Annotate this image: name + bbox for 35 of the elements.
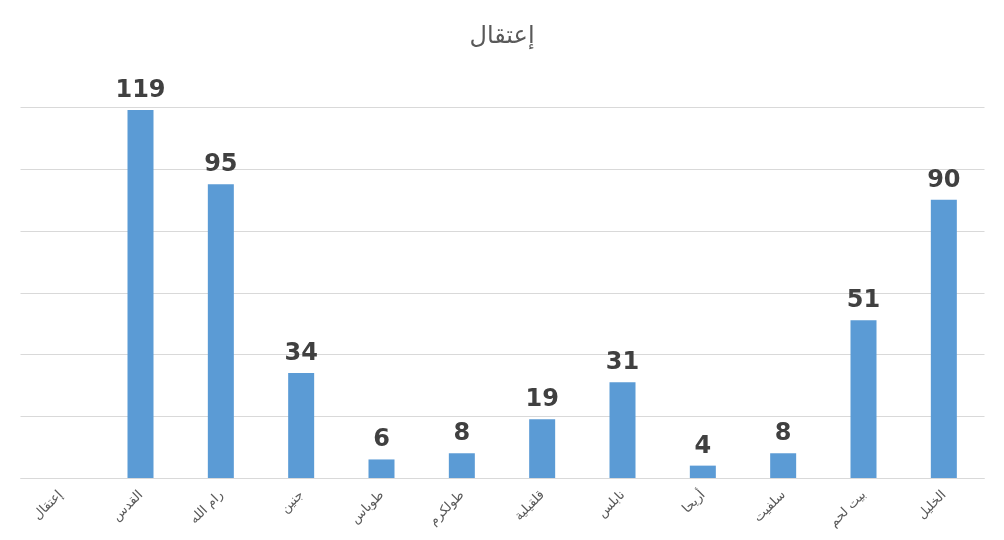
bar bbox=[207, 184, 234, 478]
bar bbox=[930, 199, 957, 478]
x-tick-label: رام الله bbox=[186, 486, 227, 528]
data-label: 90 bbox=[927, 164, 961, 193]
bar bbox=[448, 453, 475, 478]
bar bbox=[689, 465, 716, 478]
x-tick-label: بيت لحم bbox=[825, 486, 870, 531]
x-tick-label: طوباس bbox=[347, 486, 388, 527]
x-tick-label: القدس bbox=[108, 486, 147, 525]
x-tick-label: إعتقال bbox=[29, 486, 66, 523]
x-tick-label: الخليل bbox=[914, 486, 949, 522]
x-tick-label: قلقيلية bbox=[510, 486, 548, 524]
x-tick-label: جنين bbox=[277, 486, 307, 517]
bar bbox=[609, 382, 636, 478]
data-label: 6 bbox=[373, 424, 390, 453]
data-label: 8 bbox=[774, 418, 792, 447]
bar bbox=[850, 320, 877, 478]
data-label: 19 bbox=[525, 384, 559, 413]
chart-title: إعتقال bbox=[469, 21, 535, 51]
data-label: 95 bbox=[204, 149, 238, 178]
data-label: 51 bbox=[846, 285, 881, 314]
bar bbox=[368, 459, 395, 478]
data-label: 31 bbox=[605, 347, 640, 376]
bar bbox=[529, 419, 556, 478]
x-tick-label: سلفيت bbox=[750, 486, 789, 525]
data-label: 8 bbox=[453, 418, 471, 447]
x-tick-label: طولكرم bbox=[425, 486, 468, 529]
bar bbox=[288, 372, 315, 478]
bar bbox=[770, 453, 797, 478]
data-label: 34 bbox=[284, 337, 318, 366]
x-tick-label: نابلس bbox=[594, 486, 629, 521]
bar bbox=[127, 110, 154, 478]
x-tick-label: أريحا bbox=[678, 486, 709, 517]
data-label: 119 bbox=[115, 75, 166, 104]
data-label: 4 bbox=[694, 430, 712, 459]
